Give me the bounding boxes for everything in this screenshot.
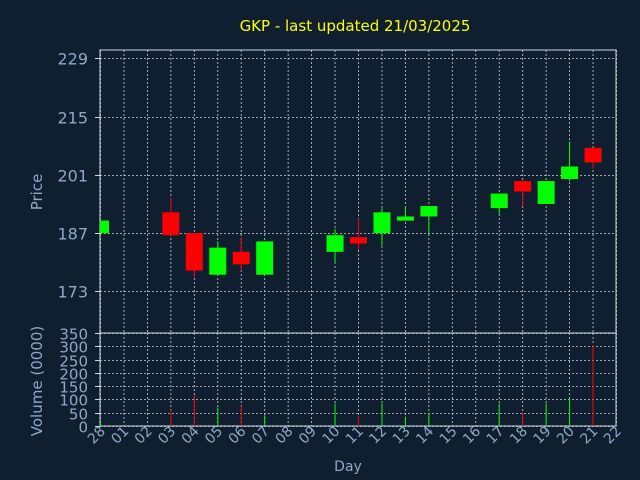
x-tick-label: 09 [296, 424, 320, 448]
volume-tick-label: 250 [59, 353, 88, 371]
x-tick-label: 22 [601, 424, 625, 448]
volume-panel: 28 01 02 03 04 05 06 07 08 09 10 11 12 13 14 15 16 17 18 19… [59, 326, 624, 448]
x-tick-label: 16 [460, 423, 484, 447]
candle-body [232, 251, 250, 265]
candle [256, 241, 274, 275]
candle-body [326, 235, 344, 252]
volume-axis-label: Volume (0000) [28, 326, 46, 436]
x-tick-label: 03 [155, 424, 179, 448]
x-tick-label: 21 [577, 424, 601, 448]
candle [420, 206, 438, 234]
x-axis-label: Day [334, 459, 362, 475]
candle-body [256, 241, 274, 275]
candle-body [100, 220, 109, 234]
candle-body [350, 237, 367, 244]
candle [162, 197, 180, 236]
candle [514, 181, 532, 207]
candle [185, 233, 203, 277]
x-tick-label: 18 [507, 424, 531, 448]
x-tick-label: 07 [249, 424, 273, 448]
x-tick-label: 08 [273, 424, 297, 448]
x-tick-label: 17 [484, 424, 508, 448]
candle-body [420, 206, 438, 217]
candle [490, 193, 508, 215]
price-tick-label: 201 [57, 167, 88, 186]
x-tick-label: 01 [108, 424, 132, 448]
x-tick-label: 20 [554, 424, 578, 448]
x-tick-label: 05 [202, 424, 226, 448]
x-tick-label: 02 [132, 424, 156, 448]
x-tick-label: 10 [319, 424, 343, 448]
candle [100, 220, 109, 234]
volume-tick-label: 200 [59, 366, 88, 384]
x-tick-label: 28 [85, 424, 109, 448]
candle [396, 206, 414, 221]
x-tick-label: 11 [343, 424, 367, 448]
chart-title: GKP - last updated 21/03/2025 [240, 17, 471, 35]
candle-body [514, 181, 532, 192]
x-tick-label: 14 [413, 423, 437, 447]
price-tick-label: 173 [57, 283, 88, 302]
candle [561, 141, 579, 182]
candle-body [185, 233, 203, 271]
x-tick-label: 19 [531, 424, 555, 448]
x-tick-label: 06 [226, 423, 250, 447]
volume-plot-frame [99, 332, 617, 427]
price-tick-label: 187 [57, 225, 88, 244]
price-panel: 173 187 201 215 229 [57, 49, 617, 334]
volume-tick-label: 300 [59, 339, 88, 357]
candle [326, 228, 344, 263]
candle-body [584, 147, 602, 163]
volume-tick-label: 0 [78, 419, 88, 437]
volume-tick-label: 50 [69, 406, 88, 424]
candle [373, 208, 391, 246]
candle-body [561, 166, 579, 180]
price-tick-label: 229 [57, 50, 88, 69]
candle [209, 241, 227, 275]
candle [537, 181, 555, 204]
volume-tick-label: 350 [59, 326, 88, 344]
x-tick-label: 13 [390, 424, 414, 448]
candle [232, 237, 250, 271]
x-tick-label: 12 [366, 424, 390, 448]
volume-tick-label: 150 [59, 379, 88, 397]
candle-body [162, 212, 180, 236]
candle-body [537, 181, 555, 204]
candle [584, 147, 602, 169]
candle-body [490, 193, 508, 209]
candle-body [209, 247, 227, 275]
x-tick-label: 04 [179, 423, 203, 447]
x-tick-label: 15 [437, 424, 461, 448]
price-axis-label: Price [28, 174, 46, 211]
candle-body [396, 216, 414, 221]
price-tick-label: 215 [57, 109, 88, 128]
candle [350, 218, 367, 250]
candle-body [373, 212, 391, 234]
volume-tick-label: 100 [59, 392, 88, 410]
